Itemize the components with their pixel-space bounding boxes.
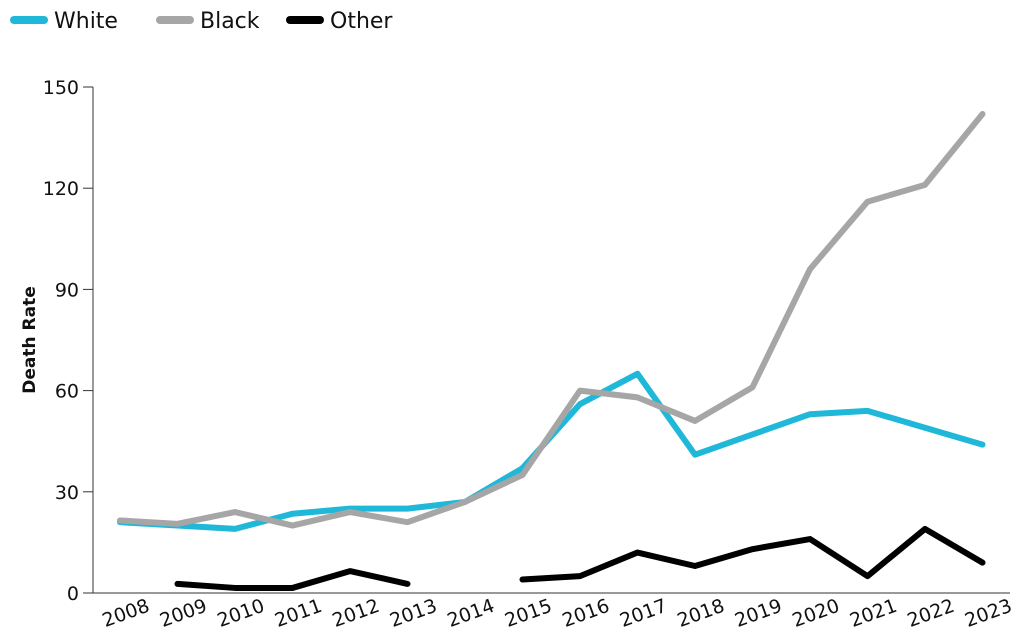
x-tick-label: 2015: [502, 595, 555, 632]
series-line: [174, 525, 986, 591]
x-tick-label: 2010: [214, 595, 267, 632]
y-tick-label: 90: [55, 279, 79, 301]
y-tick-label: 30: [55, 482, 79, 504]
x-tick-label: 2019: [732, 595, 785, 632]
series-line: [117, 370, 986, 532]
x-tick-label: 2011: [272, 595, 325, 632]
y-tick-label: 150: [43, 77, 79, 99]
x-tick-label: 2022: [904, 595, 957, 632]
y-tick-label: 60: [55, 381, 79, 403]
series-line: [117, 110, 986, 529]
x-tick-label: 2016: [559, 595, 612, 632]
x-tick-label: 2018: [674, 595, 727, 632]
x-tick-label: 2008: [99, 595, 152, 632]
legend-label: White: [54, 9, 118, 34]
x-tick-label: 2023: [962, 595, 1015, 632]
x-tick-label: 2009: [157, 595, 210, 632]
x-tick-label: 2014: [444, 595, 497, 632]
legend-label: Black: [200, 9, 260, 34]
y-tick-label: 0: [67, 583, 79, 605]
y-tick-label: 120: [43, 178, 79, 200]
legend-label: Other: [330, 9, 393, 34]
x-tick-label: 2012: [329, 595, 382, 632]
y-axis-label: Death Rate: [20, 286, 40, 393]
x-tick-label: 2017: [617, 595, 670, 632]
x-tick-label: 2013: [387, 595, 440, 632]
x-tick-label: 2021: [847, 595, 900, 632]
x-tick-label: 2020: [789, 595, 842, 632]
